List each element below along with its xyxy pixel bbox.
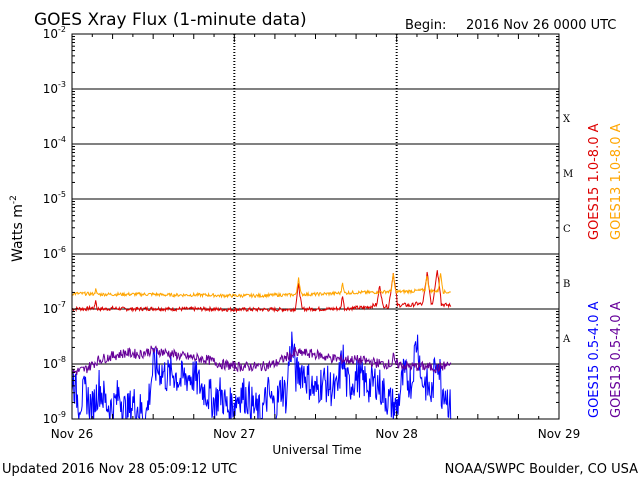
y-tick-label: 10-4 bbox=[43, 135, 66, 151]
flare-class-label: B bbox=[563, 279, 570, 290]
y-tick-label: 10-2 bbox=[43, 25, 66, 41]
legend-entry: GOES13 0.5-4.0 A bbox=[609, 301, 624, 418]
begin-label: Begin: bbox=[405, 18, 446, 33]
y-tick-label: 10-8 bbox=[43, 355, 66, 371]
series-line-1 bbox=[72, 273, 451, 299]
series-line-2 bbox=[72, 331, 452, 419]
x-tick-label: Nov 29 bbox=[538, 427, 581, 441]
flare-class-label: M bbox=[563, 169, 573, 180]
legend-entry: GOES15 1.0-8.0 A bbox=[587, 123, 602, 240]
series-line-3 bbox=[72, 345, 452, 376]
x-axis-ticks: Nov 26 Nov 27 Nov 28 Nov 29 bbox=[51, 34, 581, 441]
y-tick-label: 10-6 bbox=[43, 245, 66, 261]
legend-entry: GOES15 0.5-4.0 A bbox=[587, 301, 602, 418]
y-axis-label: Watts m-2 bbox=[9, 195, 26, 262]
flare-class-label: X bbox=[563, 114, 571, 125]
y-tick-label: 10-5 bbox=[43, 190, 66, 206]
series-layer bbox=[72, 270, 452, 419]
y-tick-label: 10-7 bbox=[43, 300, 66, 316]
legend: GOES15 1.0-8.0 A GOES13 1.0-8.0 A GOES15 0… bbox=[587, 123, 624, 418]
x-tick-label: Nov 26 bbox=[51, 427, 94, 441]
chart-title: GOES Xray Flux (1-minute data) bbox=[34, 10, 307, 30]
flare-class-label: C bbox=[563, 224, 571, 235]
series-line-0 bbox=[72, 270, 452, 314]
flare-class-labels: A B C M X bbox=[562, 114, 573, 345]
begin-value: 2016 Nov 26 0000 UTC bbox=[466, 18, 616, 33]
y-axis-ticks: 10-9 10-8 10-7 10-6 10-5 10-4 10-3 10-2 bbox=[43, 25, 559, 426]
legend-entry: GOES13 1.0-8.0 A bbox=[609, 123, 624, 240]
x-tick-label: Nov 27 bbox=[213, 427, 256, 441]
grid-lines bbox=[72, 34, 559, 419]
credit-text: NOAA/SWPC Boulder, CO USA bbox=[445, 462, 638, 477]
x-axis-label: Universal Time bbox=[272, 443, 361, 457]
updated-timestamp: Updated 2016 Nov 28 05:09:12 UTC bbox=[2, 462, 237, 477]
y-tick-label: 10-3 bbox=[43, 80, 66, 96]
x-tick-label: Nov 28 bbox=[375, 427, 418, 441]
flare-class-label: A bbox=[562, 334, 571, 345]
y-tick-label: 10-9 bbox=[43, 410, 66, 426]
plot-frame bbox=[71, 33, 560, 420]
